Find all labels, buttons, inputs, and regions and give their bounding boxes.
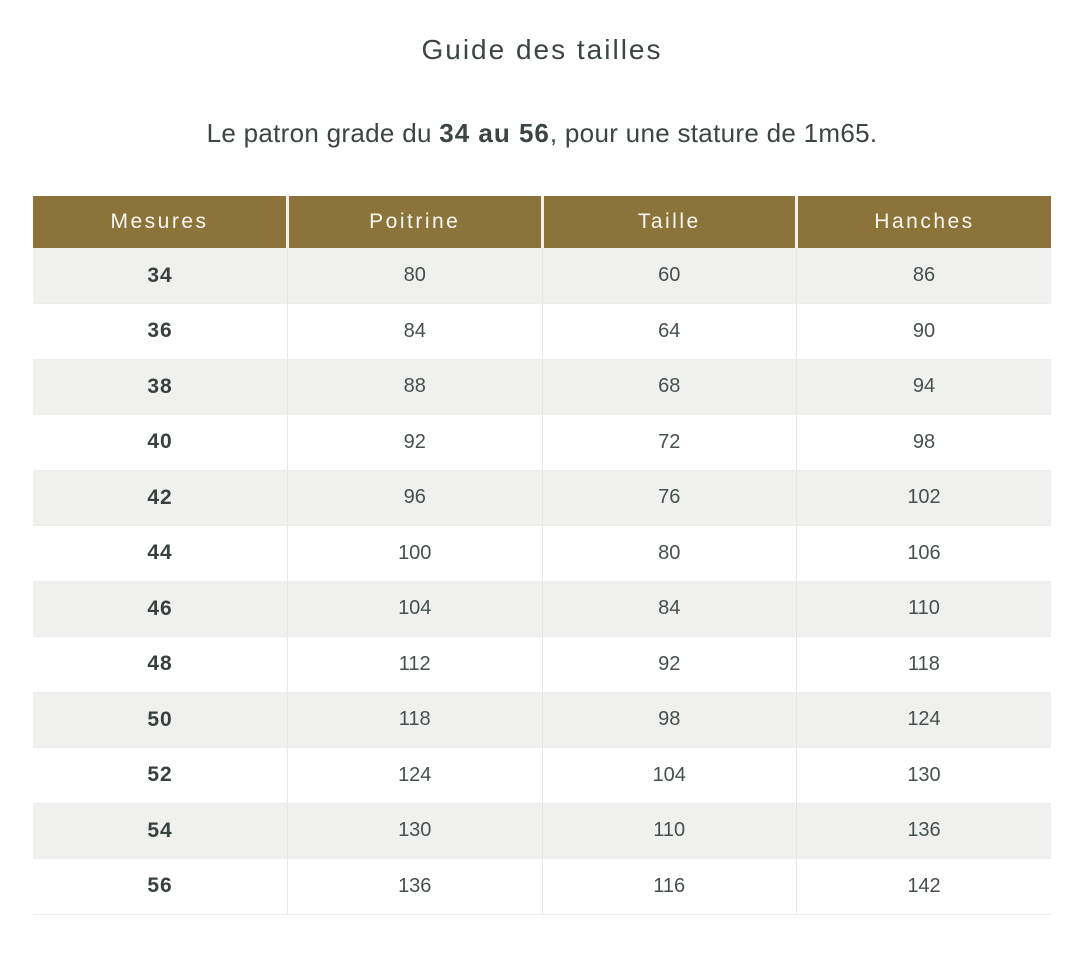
size-cell: 48 <box>33 636 288 693</box>
table-row: 42 96 76 102 <box>33 470 1051 526</box>
size-cell: 50 <box>33 692 288 748</box>
poitrine-cell: 136 <box>287 858 542 915</box>
hanches-cell: 86 <box>796 248 1051 304</box>
poitrine-cell: 104 <box>287 581 542 637</box>
table-row: 34 80 60 86 <box>33 248 1051 304</box>
hanches-cell: 130 <box>796 747 1051 804</box>
hanches-cell: 102 <box>796 470 1051 526</box>
poitrine-cell: 112 <box>287 636 542 693</box>
table-row: 44 100 80 106 <box>33 525 1051 582</box>
poitrine-cell: 96 <box>287 470 542 526</box>
table-row: 48 112 92 118 <box>33 636 1051 693</box>
subtitle-suffix: , pour une stature de 1m65. <box>549 118 878 148</box>
table-row: 40 92 72 98 <box>33 414 1051 471</box>
size-cell: 56 <box>33 858 288 915</box>
taille-cell: 92 <box>541 636 797 693</box>
size-table: Mesures Poitrine Taille Hanches 34 80 60 86… <box>33 196 1051 915</box>
taille-cell: 64 <box>541 303 797 360</box>
table-row: 36 84 64 90 <box>33 303 1051 360</box>
taille-cell: 110 <box>541 803 797 859</box>
table-row: 54 130 110 136 <box>33 803 1051 859</box>
column-header-mesures: Mesures <box>33 196 288 248</box>
size-cell: 42 <box>33 470 288 526</box>
subtitle-size-range: 34 au 56 <box>439 118 550 148</box>
poitrine-cell: 80 <box>287 248 542 304</box>
table-row: 38 88 68 94 <box>33 359 1051 415</box>
column-header-hanches: Hanches <box>795 196 1051 248</box>
table-row: 52 124 104 130 <box>33 747 1051 804</box>
table-row: 56 136 116 142 <box>33 858 1051 915</box>
table-row: 50 118 98 124 <box>33 692 1051 748</box>
hanches-cell: 110 <box>796 581 1051 637</box>
size-cell: 44 <box>33 525 288 582</box>
poitrine-cell: 130 <box>287 803 542 859</box>
size-cell: 38 <box>33 359 288 415</box>
size-cell: 46 <box>33 581 288 637</box>
poitrine-cell: 118 <box>287 692 542 748</box>
hanches-cell: 142 <box>796 858 1051 915</box>
taille-cell: 80 <box>541 525 797 582</box>
page-title: Guide des tailles <box>421 34 663 65</box>
poitrine-cell: 100 <box>287 525 542 582</box>
size-table-body: 34 80 60 86 36 84 64 90 38 88 68 94 40 92 72 98 42 96 76 10… <box>33 248 1051 915</box>
hanches-cell: 118 <box>796 636 1051 693</box>
taille-cell: 84 <box>541 581 797 637</box>
poitrine-cell: 124 <box>287 747 542 804</box>
hanches-cell: 90 <box>796 303 1051 360</box>
taille-cell: 68 <box>541 359 797 415</box>
taille-cell: 104 <box>541 747 797 804</box>
poitrine-cell: 84 <box>287 303 542 360</box>
hanches-cell: 136 <box>796 803 1051 859</box>
subtitle: Le patron grade du 34 au 56, pour une st… <box>33 118 1051 149</box>
size-cell: 52 <box>33 747 288 804</box>
hanches-cell: 98 <box>796 414 1051 471</box>
taille-cell: 98 <box>541 692 797 748</box>
taille-cell: 116 <box>541 858 797 915</box>
taille-cell: 76 <box>541 470 797 526</box>
hanches-cell: 124 <box>796 692 1051 748</box>
subtitle-prefix: Le patron grade du <box>206 118 440 148</box>
size-table-header: Mesures Poitrine Taille Hanches <box>33 196 1051 248</box>
hanches-cell: 106 <box>796 525 1051 582</box>
taille-cell: 60 <box>541 248 797 304</box>
hanches-cell: 94 <box>796 359 1051 415</box>
size-cell: 40 <box>33 414 288 471</box>
header-row: Mesures Poitrine Taille Hanches <box>33 196 1051 248</box>
poitrine-cell: 92 <box>287 414 542 471</box>
taille-cell: 72 <box>541 414 797 471</box>
size-cell: 34 <box>33 248 288 304</box>
size-cell: 54 <box>33 803 288 859</box>
column-header-taille: Taille <box>540 196 797 248</box>
table-row: 46 104 84 110 <box>33 581 1051 637</box>
size-cell: 36 <box>33 303 288 360</box>
poitrine-cell: 88 <box>287 359 542 415</box>
column-header-poitrine: Poitrine <box>286 196 542 248</box>
